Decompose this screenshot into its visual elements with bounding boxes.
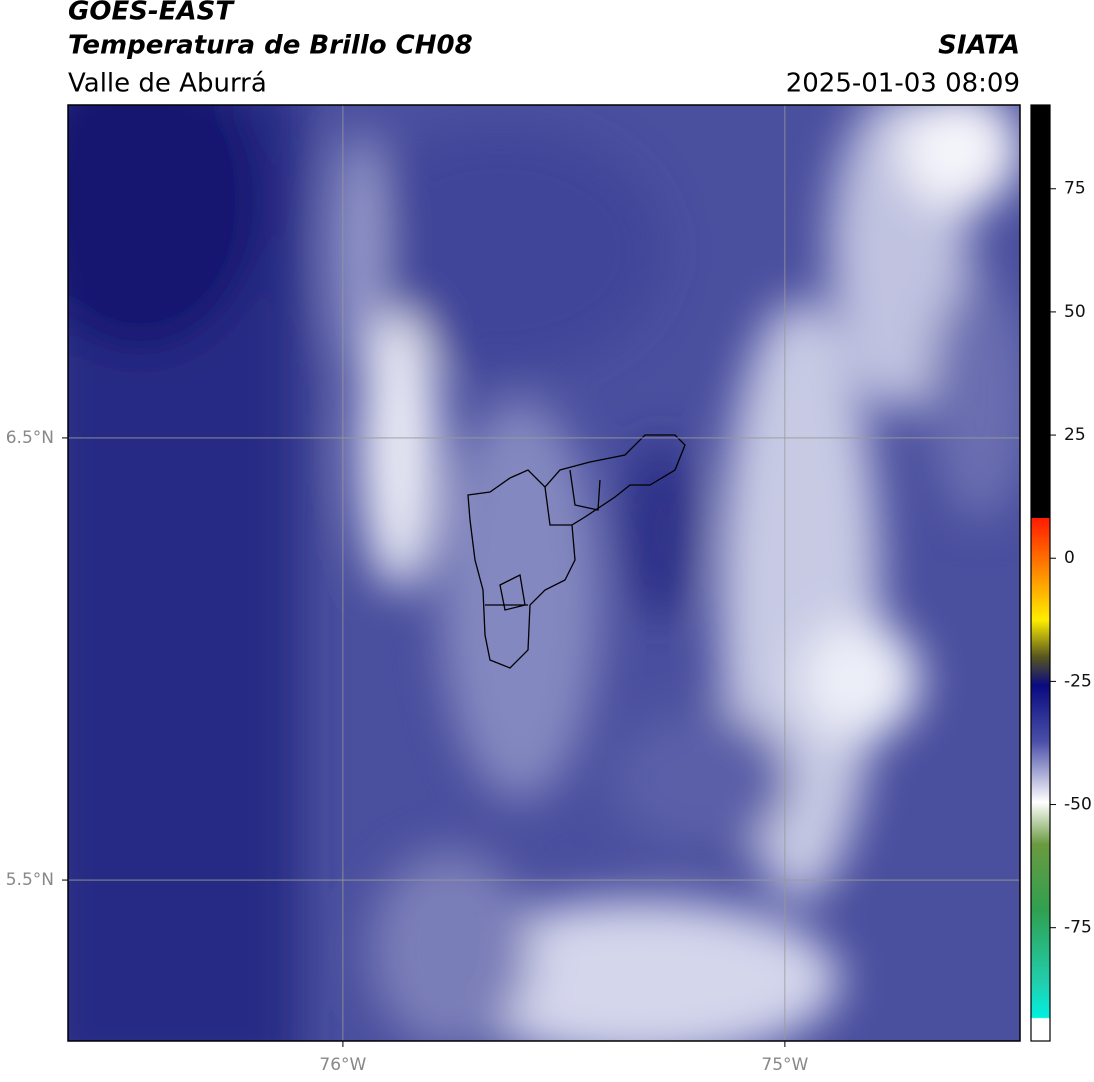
title: GOES-EAST <box>68 0 235 27</box>
datetime: 2025-01-03 08:09 <box>786 69 1020 99</box>
colorbar-tick-label: 25 <box>1064 425 1086 445</box>
x-tick-label: 75°W <box>761 1055 808 1075</box>
map-frame <box>67 104 1021 1042</box>
x-tick-label: 76°W <box>319 1055 366 1075</box>
colorbar-tick-label: -25 <box>1064 671 1092 691</box>
grid <box>68 105 1020 1041</box>
colorbar-tick-label: 75 <box>1064 179 1086 199</box>
y-tick-label: 6.5°N <box>6 428 54 448</box>
region: Valle de Aburrá <box>68 69 267 99</box>
colorbar-tick-label: -50 <box>1064 795 1092 815</box>
municipal-boundaries <box>467 434 686 669</box>
subtitle: Temperatura de Brillo CH08 <box>68 31 473 61</box>
source: SIATA <box>938 31 1020 61</box>
colorbar-tick-label: -75 <box>1064 918 1092 938</box>
y-tick-label: 5.5°N <box>6 870 54 890</box>
colorbar-tick-label: 50 <box>1064 302 1086 322</box>
colorbar-tick-label: 0 <box>1064 548 1075 568</box>
map-field <box>68 105 1020 1041</box>
colorbar <box>1030 104 1051 1042</box>
